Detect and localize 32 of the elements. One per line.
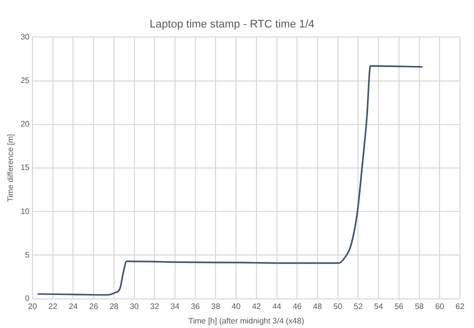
- x-tick-label: 58: [414, 302, 424, 311]
- x-tick-label: 50: [333, 302, 343, 311]
- x-tick-label: 26: [89, 302, 99, 311]
- y-tick-label: 0: [25, 294, 30, 304]
- x-tick-label: 32: [150, 302, 160, 311]
- x-tick-label: 62: [456, 302, 465, 311]
- x-tick-label: 24: [68, 302, 78, 311]
- y-tick-label: 5: [25, 250, 30, 260]
- x-tick-label: 52: [354, 302, 364, 311]
- chart-title: Laptop time stamp - RTC time 1/4: [150, 18, 314, 31]
- y-tick-label: 15: [20, 163, 30, 172]
- x-tick-label: 38: [211, 302, 221, 311]
- x-tick-label: 34: [170, 302, 180, 311]
- x-tick-label: 56: [394, 302, 404, 311]
- x-tick-label: 44: [272, 302, 282, 311]
- y-tick-label: 20: [20, 120, 30, 129]
- x-tick-label: 54: [374, 302, 384, 311]
- x-axis-title: Time [h] (after midnight 3/4 (x48): [188, 316, 304, 326]
- x-tick-label: 30: [130, 302, 140, 311]
- x-tick-label: 46: [292, 302, 302, 311]
- x-tick-label: 28: [109, 302, 119, 311]
- x-tick-label: 22: [48, 302, 58, 311]
- x-tick-label: 48: [313, 302, 322, 311]
- line-series: [36, 65, 424, 296]
- y-tick-label: 10: [20, 206, 30, 216]
- x-tick-label: 42: [252, 302, 262, 311]
- x-tick-label: 36: [190, 302, 200, 311]
- y-tick-label: 25: [20, 76, 30, 86]
- y-axis-title: Time difference [m]: [6, 134, 16, 202]
- y-tick-label: 30: [20, 32, 30, 42]
- x-tick-label: 40: [232, 302, 242, 311]
- x-tick-label: 60: [435, 302, 445, 311]
